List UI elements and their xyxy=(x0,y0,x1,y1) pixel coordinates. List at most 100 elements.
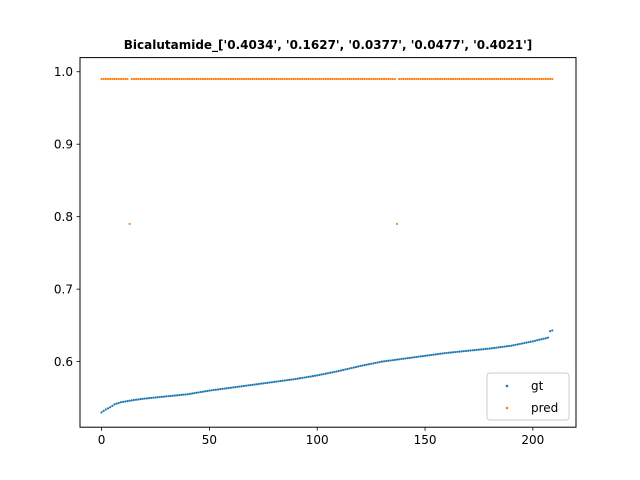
pred-point xyxy=(430,77,433,81)
gt-point xyxy=(419,355,422,358)
pred-point xyxy=(188,77,192,81)
gt-point xyxy=(137,398,140,401)
pred-point xyxy=(193,77,196,81)
gt-point xyxy=(467,349,470,352)
pred-point xyxy=(143,77,146,81)
gt-point xyxy=(499,346,502,349)
pred-point xyxy=(533,77,537,81)
pred-point xyxy=(234,77,237,81)
gt-point xyxy=(505,345,509,348)
pred-point xyxy=(175,77,179,81)
pred-point xyxy=(147,77,151,81)
gt-point xyxy=(333,370,336,374)
pred-point xyxy=(352,77,355,81)
pred-point xyxy=(413,77,416,81)
gt-point xyxy=(240,385,243,388)
gt-point xyxy=(275,380,278,383)
gt-point xyxy=(316,374,319,377)
pred-point xyxy=(214,77,217,81)
plot-frame xyxy=(79,57,577,428)
gt-point xyxy=(497,346,500,349)
gt-point xyxy=(305,376,308,379)
gt-point xyxy=(456,350,459,353)
pred-point xyxy=(322,77,325,81)
legend-pred-label: pred xyxy=(531,401,558,415)
pred-point xyxy=(341,77,345,81)
pred-point xyxy=(357,77,360,81)
pred-point xyxy=(119,77,123,81)
gt-point xyxy=(430,353,433,357)
gt-point xyxy=(540,338,543,341)
gt-point xyxy=(411,356,414,359)
pred-point xyxy=(436,77,440,81)
pred-point xyxy=(540,77,543,81)
pred-point xyxy=(370,77,373,81)
pred-point xyxy=(163,77,166,81)
gt-point xyxy=(400,357,403,361)
pred-point xyxy=(156,77,159,81)
pred-point xyxy=(292,77,295,81)
pred-point xyxy=(503,77,506,81)
pred-point xyxy=(508,77,511,81)
gt-point xyxy=(298,377,302,380)
pred-point xyxy=(482,77,485,81)
gt-point xyxy=(469,349,472,352)
pred-point xyxy=(464,77,468,81)
gt-point xyxy=(199,390,202,394)
pred-point xyxy=(462,77,465,81)
gt-point xyxy=(374,361,377,365)
pred-point xyxy=(313,77,317,81)
gt-point xyxy=(195,391,198,394)
gt-point xyxy=(223,387,226,390)
pred-point xyxy=(529,77,532,81)
pred-point xyxy=(520,77,524,81)
gt-point xyxy=(335,370,338,373)
pred-point xyxy=(206,77,209,81)
gt-point xyxy=(428,354,431,357)
pred-point xyxy=(350,77,353,81)
gt-point xyxy=(501,345,504,348)
pred-point xyxy=(309,77,312,81)
gt-point xyxy=(182,393,185,396)
gt-point xyxy=(132,398,136,402)
pred-point xyxy=(285,77,289,81)
gt-point xyxy=(482,348,485,351)
pred-point xyxy=(109,77,112,81)
gt-point xyxy=(370,362,373,365)
gt-point xyxy=(529,340,532,343)
gt-point xyxy=(385,359,388,363)
gt-point xyxy=(124,400,127,403)
gt-point xyxy=(219,388,222,391)
gt-point xyxy=(145,397,148,400)
pred-point xyxy=(337,77,340,81)
pred-point xyxy=(106,77,110,81)
legend: gt pred xyxy=(486,372,570,421)
gt-point xyxy=(441,352,444,355)
gt-point xyxy=(260,382,263,385)
gt-point xyxy=(203,390,207,393)
gt-point xyxy=(434,353,437,356)
gt-point xyxy=(206,389,209,393)
gt-point xyxy=(309,375,312,378)
gt-point xyxy=(270,381,274,384)
y-tick-label: 0.6 xyxy=(54,355,73,369)
pred-point xyxy=(376,77,379,81)
gt-point xyxy=(443,352,446,355)
gt-point xyxy=(242,384,245,388)
gt-point xyxy=(322,372,325,376)
gt-point xyxy=(191,392,194,395)
gt-point xyxy=(307,375,310,378)
pred-point xyxy=(359,77,362,81)
pred-point xyxy=(283,77,286,81)
pred-point xyxy=(132,77,136,81)
pred-point xyxy=(544,77,547,81)
gt-point xyxy=(301,376,304,380)
pred-point xyxy=(253,77,256,81)
pred-point xyxy=(335,77,338,81)
x-tick-label: 100 xyxy=(306,433,329,447)
gt-point xyxy=(229,386,233,389)
pred-point xyxy=(329,77,332,81)
pred-point xyxy=(344,77,347,81)
gt-point xyxy=(251,383,254,386)
